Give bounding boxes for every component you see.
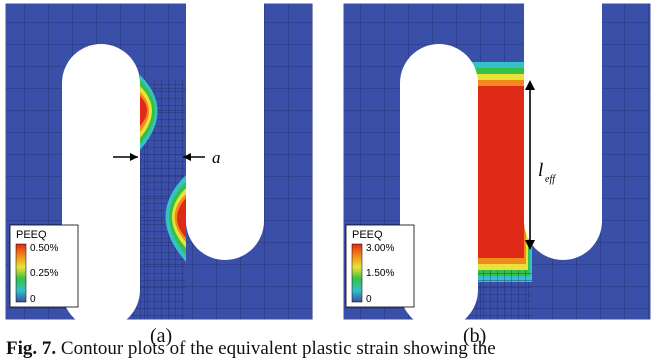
legend-a: PEEQ 0.50% 0.25% 0 [9, 224, 79, 308]
panel-a [5, 3, 313, 320]
legend-a-colorbar [15, 243, 27, 303]
panel-a-strain-bottom [165, 175, 186, 262]
caption-text: Contour plots of the equivalent plastic … [60, 338, 496, 359]
width-annotation-a: a [113, 148, 221, 167]
panel-b-left-slot [400, 44, 478, 320]
legend-a-tick-min: 0 [30, 294, 36, 305]
panel-b-strain-band [468, 62, 532, 282]
legend-b: PEEQ 3.00% 1.50% 0 [345, 224, 415, 308]
panel-a-strain-top [140, 75, 158, 150]
length-annotation-leff: l eff [525, 80, 556, 250]
panel-a-left-slot [62, 44, 140, 320]
panel-b-label: (b) [463, 325, 487, 347]
legend-b-title: PEEQ [352, 229, 383, 241]
annotation-leff-main: l [538, 160, 543, 181]
legend-b-tick-min: 0 [366, 294, 372, 305]
legend-a-tick-mid: 0.25% [30, 268, 58, 279]
legend-b-tick-mid: 1.50% [366, 268, 394, 279]
legend-b-tick-max: 3.00% [366, 243, 394, 254]
figure: a PEEQ 0.50% 0.25% 0 l eff [5, 3, 651, 320]
caption-label: Fig. 7. [6, 338, 57, 359]
legend-b-colorbar [351, 243, 363, 303]
annotation-a-label: a [212, 148, 221, 167]
panel-a-right-slot [186, 3, 264, 260]
panel-a-label: (a) [150, 325, 173, 347]
panel-b [343, 3, 651, 320]
panel-b-right-slot [524, 3, 602, 260]
legend-a-title: PEEQ [16, 229, 47, 241]
annotation-leff-sub: eff [545, 174, 556, 185]
figure-caption: Fig. 7. Contour plots of the equivalent … [6, 338, 656, 360]
legend-a-tick-max: 0.50% [30, 243, 58, 254]
